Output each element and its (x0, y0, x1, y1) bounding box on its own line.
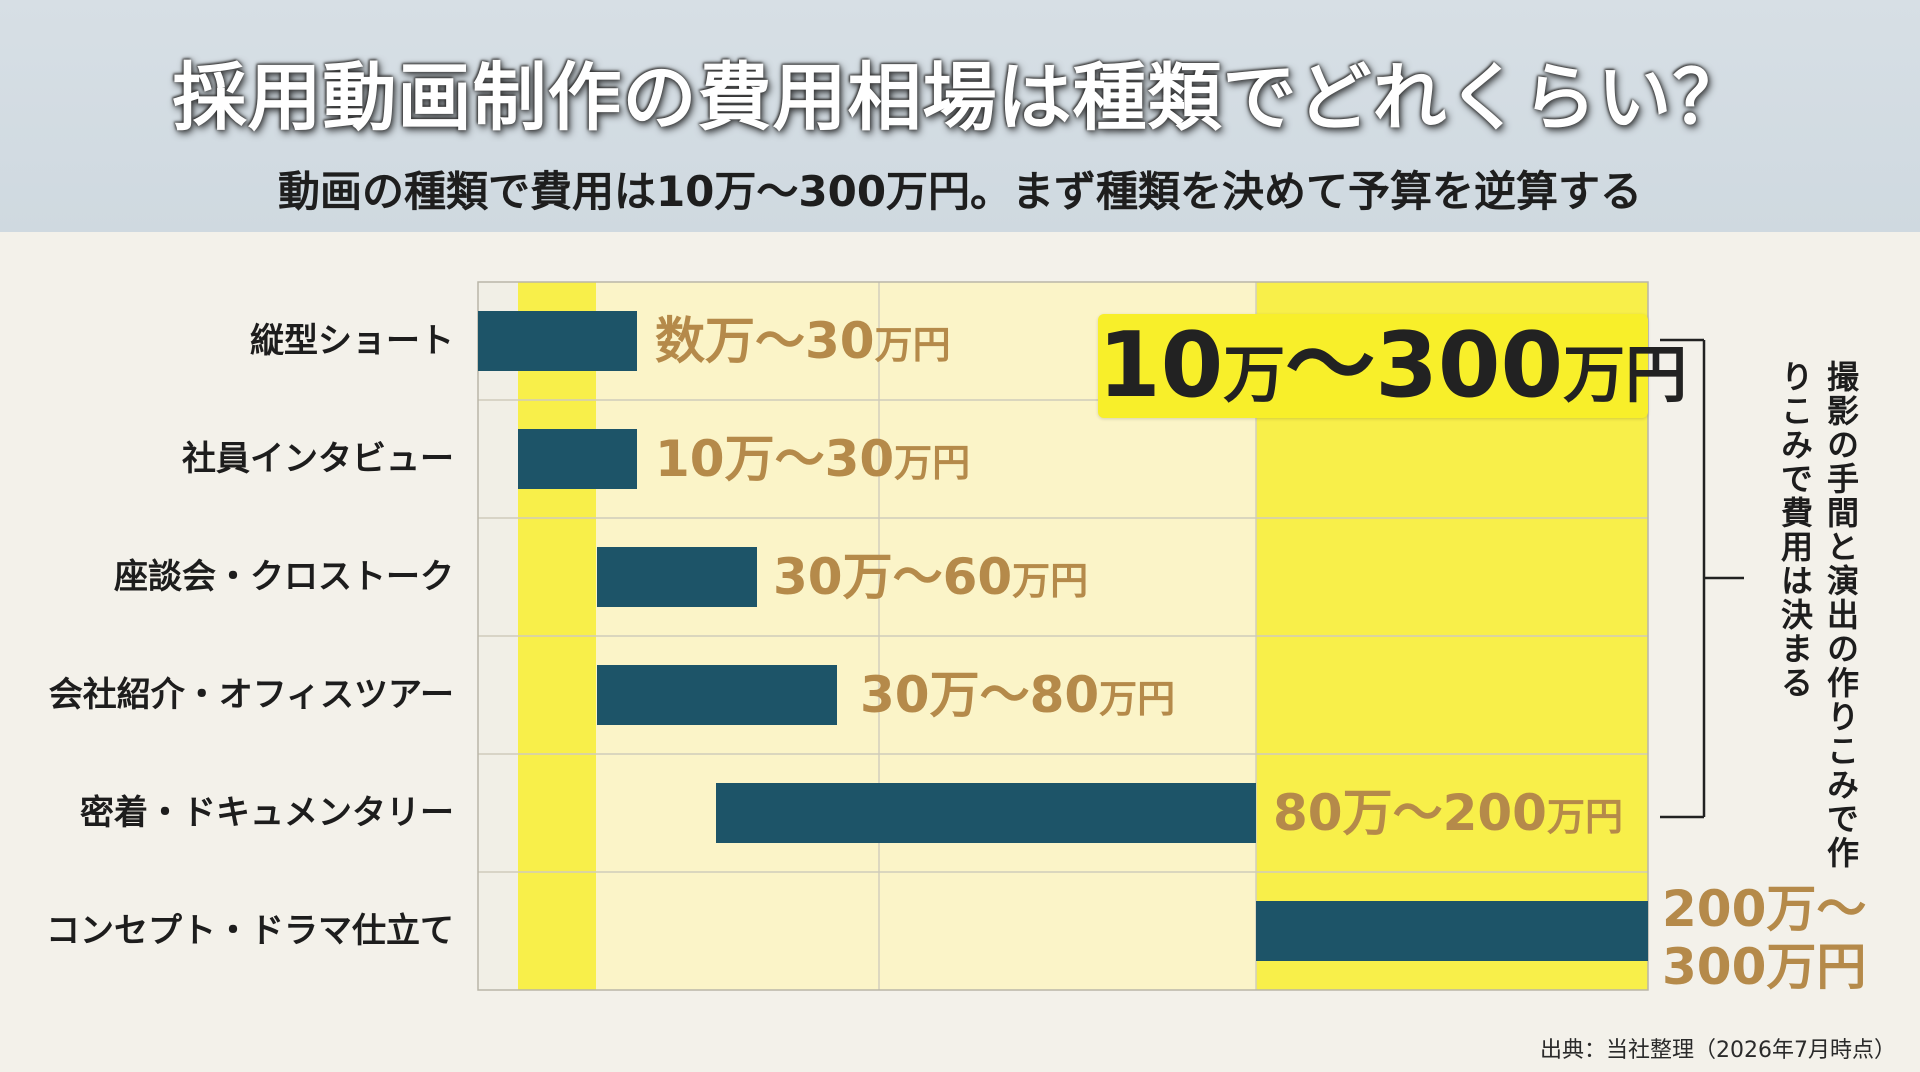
range-unit: 万円 (894, 441, 971, 485)
range-unit: 万円 (1099, 677, 1176, 721)
range-value-label: 数万〜30万円 (655, 313, 951, 373)
category-label: 密着・ドキュメンタリー (80, 793, 454, 833)
range-value-label-line: 200万〜 (1662, 880, 1867, 938)
range-bar (597, 665, 837, 725)
range-value: 80万〜200 (1273, 784, 1547, 842)
overall-range-badge: 10万〜300万円 (1098, 313, 1687, 418)
range-bar (597, 547, 757, 607)
plot-frame (477, 281, 1649, 991)
category-label: コンセプト・ドラマ仕立て (46, 911, 454, 951)
range-value-label: 10万〜30万円 (655, 431, 970, 491)
range-unit: 万円 (1012, 559, 1089, 603)
range-value-label: 30万〜80万円 (860, 667, 1175, 727)
overall-range-number: 10 (1098, 313, 1224, 418)
range-bar (1256, 901, 1648, 961)
range-value-label: 30万〜60万円 (773, 549, 1088, 609)
overall-range-mid: 〜300 (1285, 313, 1564, 418)
page-subtitle: 動画の種類で費用は10万〜300万円。まず種類を決めて予算を逆算する (277, 167, 1643, 216)
range-value: 30万〜60 (773, 548, 1013, 606)
range-unit: 万円 (874, 323, 951, 367)
category-label: 座談会・クロストーク (114, 557, 454, 597)
header-band (0, 0, 1920, 232)
range-value-label-line: 300万円 (1662, 938, 1867, 996)
side-note: 撮影の手間と演出の作りこみで作りこみで費用は決まる (1776, 360, 1860, 870)
category-label: 会社紹介・オフィスツアー (48, 675, 454, 715)
overall-range-unit: 万円 (1563, 338, 1688, 411)
range-value: 数万〜30 (655, 312, 875, 370)
range-bar (518, 429, 637, 489)
overall-range-mid-unit: 万 (1223, 338, 1286, 411)
range-value: 10万〜30 (655, 430, 895, 488)
page-title: 採用動画制作の費用相場は種類でどれくらい？ (172, 55, 1748, 141)
range-value-label: 80万〜200万円 (1273, 785, 1623, 845)
range-unit: 万円 (1546, 795, 1623, 839)
range-value: 30万〜80 (860, 666, 1100, 724)
range-bar (716, 783, 1256, 843)
source-note: 出典：当社整理（2026年7月時点） (1540, 1038, 1896, 1063)
range-bar (478, 311, 637, 371)
range-value-label: 200万〜 300万円 (1662, 880, 1866, 996)
category-label: 社員インタビュー (182, 439, 454, 479)
category-label: 縦型ショート (250, 321, 454, 361)
